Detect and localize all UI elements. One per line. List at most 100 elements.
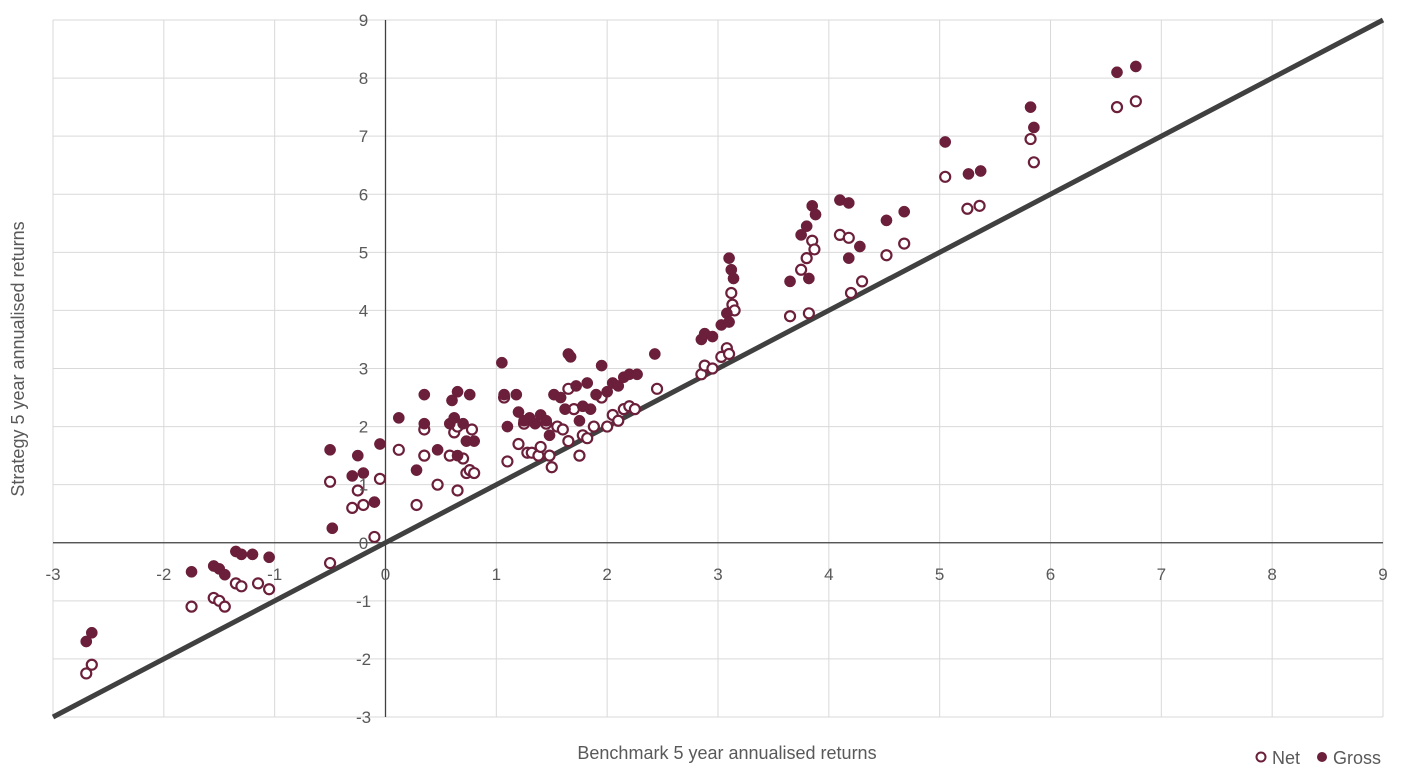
axes: [53, 20, 1383, 717]
x-tick-label: 5: [935, 565, 944, 584]
gross-point: [803, 272, 815, 285]
net-point: [218, 600, 231, 613]
gross-point: [880, 214, 893, 227]
net-point: [468, 466, 481, 480]
x-tick-label: 3: [713, 565, 722, 584]
net-point: [451, 484, 464, 497]
net-point: [351, 484, 364, 497]
y-tick-label: 4: [359, 301, 368, 320]
gross-point: [346, 470, 359, 482]
gross-point: [1028, 121, 1040, 134]
x-tick-label: 7: [1157, 565, 1166, 584]
data-points: [80, 60, 1142, 680]
x-tick-label: 8: [1267, 565, 1276, 584]
gross-point: [357, 467, 370, 479]
gross-point: [842, 252, 855, 264]
gross-point: [842, 197, 855, 209]
x-tick-label: -2: [156, 565, 171, 584]
gross-point: [368, 496, 381, 508]
net-point: [251, 577, 265, 590]
net-point: [973, 199, 986, 212]
net-point: [800, 252, 813, 265]
gross-point: [939, 136, 952, 148]
gross-point: [418, 417, 431, 430]
net-point: [650, 382, 664, 395]
gross-point: [540, 414, 553, 427]
gross-point: [800, 220, 813, 233]
net-point: [1110, 101, 1124, 114]
legend-gross-label: Gross: [1333, 748, 1381, 767]
gross-point: [573, 414, 586, 427]
net-point: [706, 362, 719, 375]
net-point: [880, 249, 893, 262]
net-point: [898, 237, 911, 250]
tick-labels: -3 -2 -1 0 1 2 3 4 5 6 7 8 9 -3 -2 -1 0 1 2 3 4 5 6 7 8 9: [45, 11, 1387, 727]
y-tick-label: -3: [356, 708, 371, 727]
gross-point: [392, 412, 405, 424]
net-point: [1027, 156, 1040, 169]
gross-point: [648, 348, 661, 360]
gross-point: [723, 316, 735, 328]
gross-point: [570, 380, 582, 392]
net-point: [418, 449, 431, 462]
gross-point: [559, 403, 571, 416]
x-tick-label: 4: [824, 565, 833, 584]
gross-point: [706, 330, 719, 343]
y-tick-label: 6: [359, 185, 368, 204]
y-tick-label: 2: [359, 418, 368, 437]
net-point: [628, 403, 641, 416]
gross-point: [418, 388, 431, 401]
gross-point: [631, 368, 643, 381]
net-point: [1129, 95, 1142, 108]
net-point: [581, 432, 594, 445]
gross-point: [468, 435, 481, 447]
gross-point: [446, 394, 458, 407]
legend-net-label: Net: [1272, 748, 1300, 767]
net-point: [512, 437, 525, 451]
y-axis-title: Strategy 5 year annualised returns: [8, 221, 28, 496]
legend: Net Gross: [1255, 748, 1381, 768]
gross-point: [590, 388, 602, 401]
net-point: [323, 556, 337, 570]
gross-point: [809, 208, 822, 221]
x-tick-label: 1: [492, 565, 501, 584]
gross-point: [554, 391, 567, 404]
gross-point: [974, 165, 987, 177]
gross-point: [410, 464, 423, 476]
x-axis-title: Benchmark 5 year annualised returns: [577, 743, 876, 763]
x-tick-label: 9: [1378, 565, 1387, 584]
net-point: [235, 580, 248, 593]
net-point: [465, 423, 479, 436]
gross-point: [723, 252, 735, 264]
gross-point: [612, 380, 625, 392]
y-tick-label: 9: [359, 11, 368, 30]
net-point: [431, 478, 444, 491]
gross-point: [595, 359, 608, 372]
y-tick-label: -1: [356, 592, 371, 611]
gross-point: [85, 626, 98, 639]
gross-point: [784, 275, 796, 288]
net-point: [1024, 132, 1037, 146]
gross-point: [510, 388, 523, 401]
net-point: [346, 501, 359, 514]
net-point: [80, 667, 93, 680]
gross-point: [529, 417, 541, 430]
gross-point: [1111, 66, 1123, 79]
net-point: [501, 455, 514, 468]
gross-point: [451, 385, 464, 398]
gross-point: [584, 403, 597, 416]
net-point: [795, 263, 808, 276]
net-point: [808, 243, 821, 256]
net-point: [556, 423, 569, 436]
net-point: [392, 443, 405, 456]
gross-point: [235, 548, 248, 561]
net-point: [855, 275, 869, 288]
gross-point: [543, 429, 556, 442]
gross-point: [854, 240, 866, 253]
net-point: [410, 498, 423, 512]
gross-point: [498, 388, 510, 401]
gross-point: [185, 565, 198, 578]
gross-point: [795, 229, 807, 241]
gross-point: [1024, 101, 1037, 113]
